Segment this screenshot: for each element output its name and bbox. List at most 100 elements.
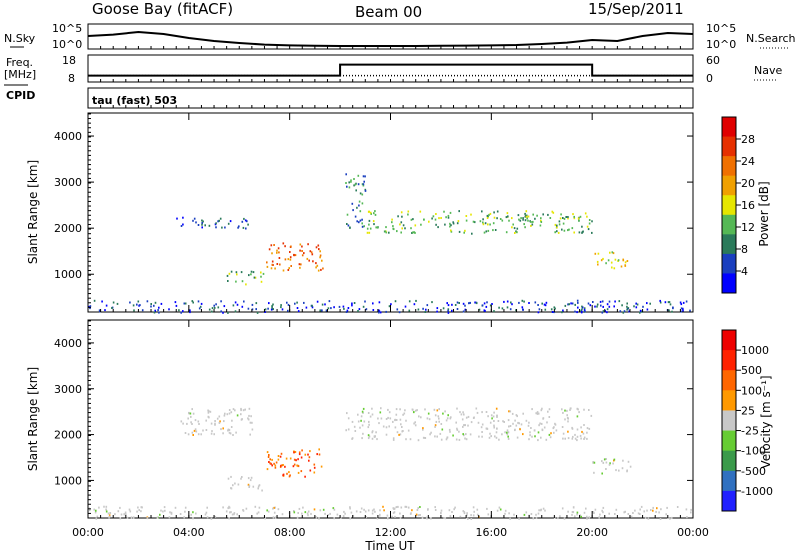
scatter-cell [639,513,641,515]
scatter-cell [312,260,314,263]
scatter-cell [530,427,532,429]
scatter-cell [247,418,250,421]
scatter-cell [206,506,208,509]
scatter-cell [407,213,409,216]
scatter-cell [558,223,561,226]
scatter-cell [672,307,674,310]
scatter-cell [269,462,271,465]
scatter-cell [189,311,191,314]
scatter-cell [624,261,627,264]
scatter-cell [354,183,357,186]
scatter-cell [368,219,371,222]
scatter-cell [441,428,444,431]
scatter-cell [498,506,501,509]
scatter-cell [375,226,377,229]
scatter-cell [289,258,292,261]
scatter-cell [401,426,403,428]
colorbar-segment [722,195,736,216]
scatter-cell [440,509,443,512]
scatter-cell [343,307,345,310]
scatter-cell [667,301,670,304]
colorbar-tick-label: -25 [741,425,759,438]
scatter-cell [628,310,630,313]
scatter-cell [356,206,358,209]
scatter-cell [680,307,683,310]
scatter-cell [124,511,127,514]
scatter-cell [465,516,468,519]
scatter-cell [538,424,540,427]
scatter-cell [361,202,364,205]
scatter-cell [455,421,457,424]
scatter-cell [408,300,411,303]
scatter-cell [226,413,229,416]
scatter-cell [554,423,557,426]
scatter-cell [282,464,284,466]
scatter-cell [419,514,421,516]
scatter-cell [588,409,590,411]
scatter-cell [537,412,540,415]
scatter-cell [264,517,266,520]
scatter-cell [606,303,609,306]
scatter-cell [577,301,579,304]
scatter-cell [489,212,492,215]
scatter-cell [302,506,304,509]
scatter-cell [274,466,277,469]
scatter-cell [371,509,374,512]
scatter-cell [588,222,591,225]
scatter-cell [475,302,478,305]
scatter-cell [158,311,160,314]
scatter-cell [566,414,568,417]
x-tick-label: 20:00 [576,526,608,539]
scatter-cell [257,511,260,514]
scatter-cell [462,411,464,414]
scatter-cell [564,437,566,440]
colorbar-segment [722,253,736,274]
scatter-cell [313,508,316,511]
scatter-cell [362,183,365,186]
scatter-cell [476,411,479,414]
scatter-cell [237,226,239,229]
scatter-cell [95,509,97,512]
scatter-cell [597,263,599,266]
scatter-cell [409,438,412,441]
scatter-cell [492,229,494,232]
scatter-cell [682,309,684,312]
scatter-cell [363,180,365,183]
scatter-cell [240,418,243,421]
scatter-cell [559,515,561,518]
date-title: 15/Sep/2011 [588,0,684,18]
scatter-cell [496,416,498,418]
scatter-cell [268,454,270,456]
scatter-cell [264,308,267,311]
scatter-cell [240,407,242,410]
scatter-cell [450,416,452,419]
scatter-cell [371,437,374,440]
scatter-cell [567,420,569,423]
noise-right-tick-bottom: 10^0 [706,38,736,51]
scatter-cell [190,421,192,424]
scatter-cell [159,513,161,516]
scatter-cell [139,304,141,307]
scatter-cell [105,508,107,511]
scatter-cell [352,514,355,517]
scatter-cell [447,311,450,314]
scatter-cell [576,511,579,514]
scatter-cell [540,217,542,220]
scatter-cell [614,300,616,303]
scatter-cell [434,509,437,511]
scatter-cell [168,308,170,311]
scatter-cell [251,428,254,431]
scatter-cell [350,179,352,182]
scatter-cell [253,276,256,279]
scatter-cell [599,513,601,516]
scatter-cell [490,414,493,417]
scatter-cell [571,513,573,516]
colorbar-segment [722,234,736,255]
scatter-cell [581,225,583,228]
scatter-cell [576,428,579,431]
scatter-cell [301,254,304,257]
scatter-cell [612,462,614,465]
scatter-cell [327,514,330,516]
scatter-cell [192,517,194,520]
scatter-cell [192,511,194,514]
